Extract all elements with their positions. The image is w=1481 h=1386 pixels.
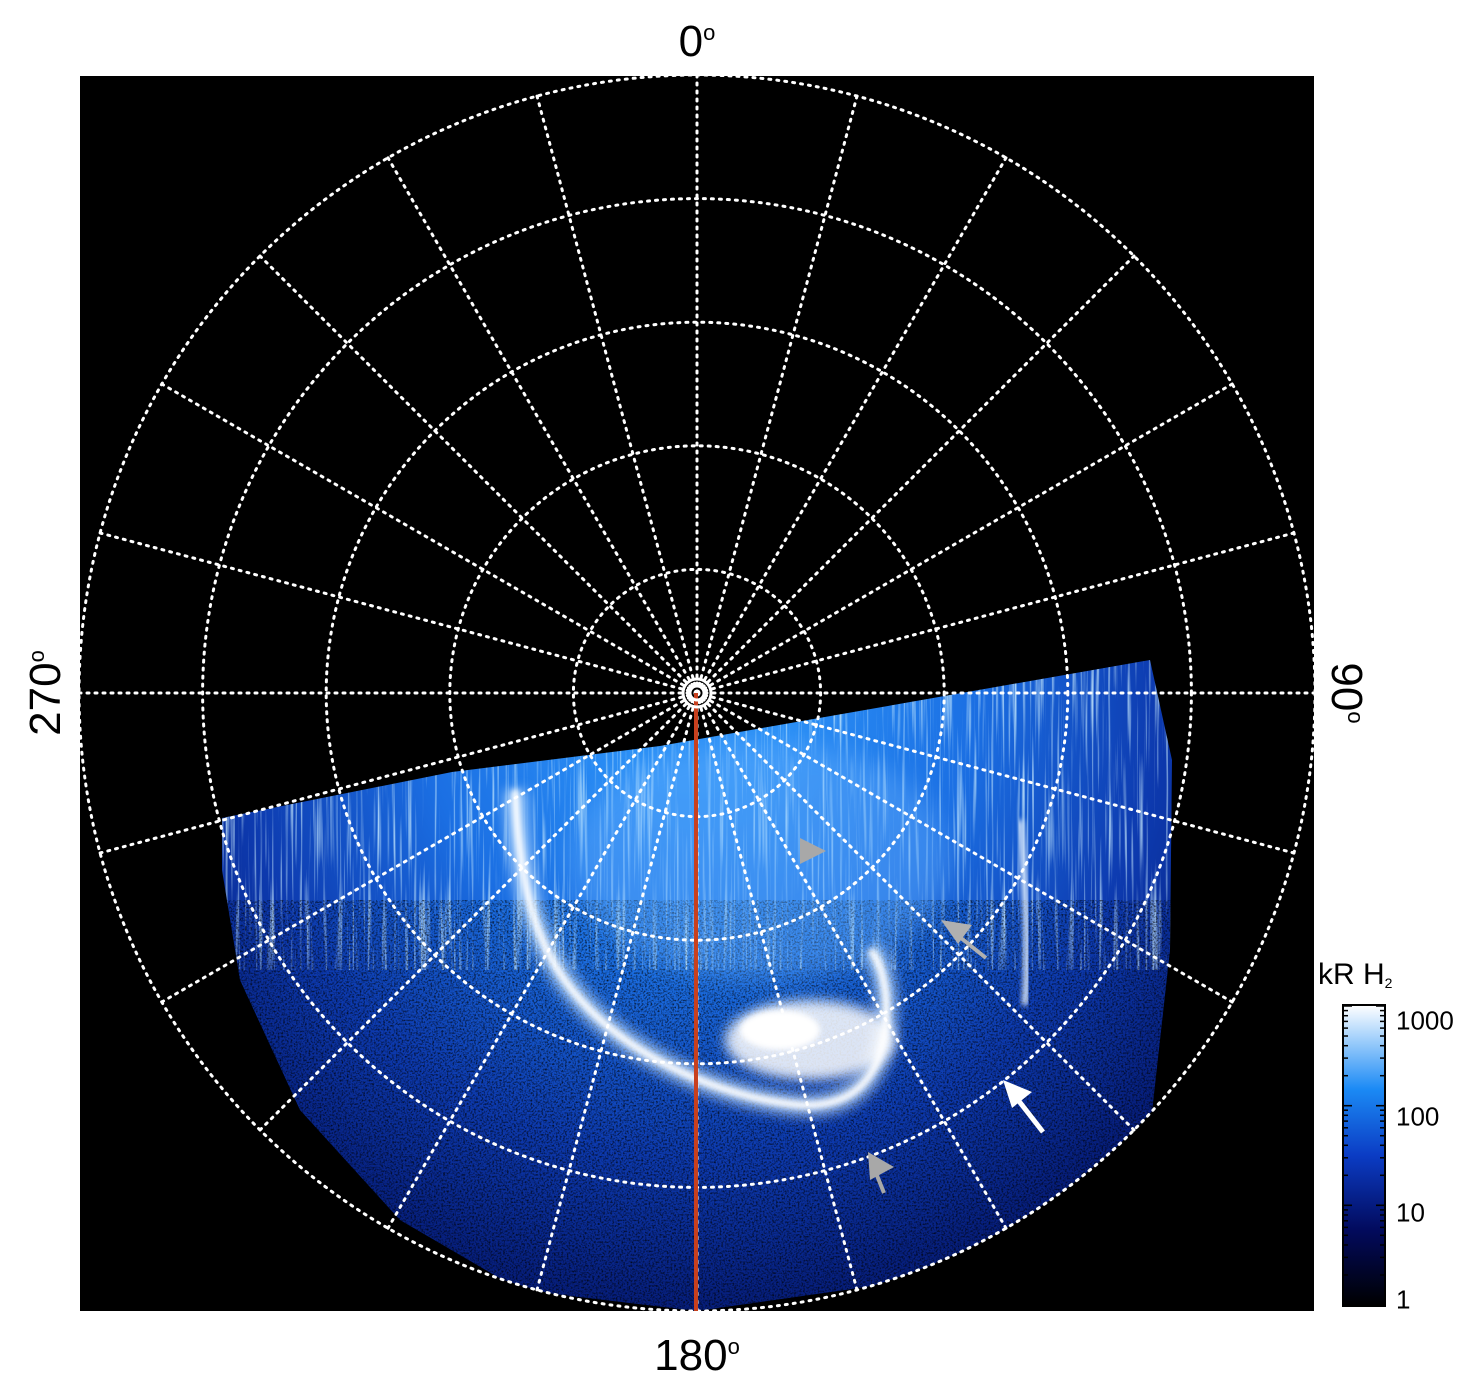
meridian-line [160, 382, 699, 695]
colorbar-gradient [1342, 1004, 1386, 1307]
meridian-line [98, 691, 699, 855]
azimuth-label-left: 270o [21, 650, 70, 736]
colorbar-tick-label: 1 [1396, 1284, 1411, 1315]
secondary-emission-arc [1017, 819, 1031, 1006]
colorbar-title: kR H2 [1318, 958, 1393, 991]
pole-marker [681, 677, 713, 709]
meridian-line [695, 691, 1296, 855]
white-arrow-lower-right [1003, 1080, 1045, 1134]
graticule-grid [77, 73, 1317, 1313]
meridian-line [695, 382, 1234, 695]
meridian-line [386, 691, 699, 1230]
meridian-line [695, 254, 1136, 695]
meridian-line [258, 254, 699, 695]
meridian-line [695, 94, 859, 695]
meridian-line [695, 156, 1008, 695]
meridian-line [535, 94, 699, 695]
azimuth-label-top: 0o [678, 17, 716, 66]
colorbar-tick-label: 1000 [1396, 1005, 1454, 1036]
meridian-line [695, 691, 1008, 1230]
colorbar [1342, 1004, 1386, 1307]
colorbar-tick-label: 10 [1396, 1197, 1425, 1228]
azimuth-label-right: 90o [1322, 662, 1371, 724]
azimuth-label-bottom: 180o [654, 1331, 740, 1380]
meridian-line [695, 691, 1234, 1004]
gray-arrow-middle [941, 920, 988, 960]
colorbar-tick-label: 100 [1396, 1101, 1440, 1132]
meridian-line [160, 691, 699, 1004]
meridian-line [535, 691, 699, 1292]
meridian-line [386, 156, 699, 695]
meridian-line [695, 531, 1296, 695]
meridian-line [258, 691, 699, 1132]
gray-arrow-upper [800, 838, 826, 864]
meridian-line [695, 691, 1136, 1132]
gray-arrow-lower [868, 1152, 894, 1194]
meridian-line [98, 531, 699, 695]
meridian-line [695, 691, 859, 1292]
